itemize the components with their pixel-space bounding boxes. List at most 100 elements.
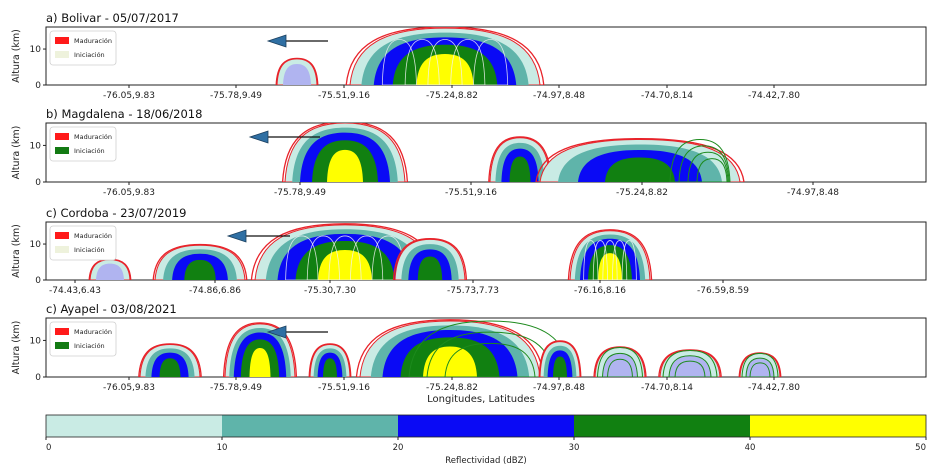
reflectivity-level — [553, 356, 567, 377]
legend: Maduración Iniciación — [49, 225, 117, 261]
x-tick-label: -75.51,9.16 — [318, 91, 370, 101]
legend-swatch — [55, 147, 69, 154]
reflectivity-level — [509, 156, 531, 182]
iniciacion-contour — [678, 145, 730, 182]
maduracion-contour — [538, 340, 582, 377]
iniciacion-contour — [583, 240, 599, 280]
colorbar-tick-label: 40 — [745, 443, 756, 453]
iniciacion-contour — [611, 240, 628, 280]
legend-label: Maduración — [74, 232, 112, 240]
colorbar-label: Reflectividad (dBZ) — [445, 456, 526, 466]
colorbar-segment — [222, 415, 398, 437]
x-tick-label: -75.24,8.82 — [426, 91, 478, 101]
arrow-left-icon — [226, 229, 247, 243]
iniciacion-contour — [381, 39, 417, 85]
legend-swatch — [55, 246, 69, 253]
x-tick-label: -75.51,9.16 — [318, 383, 370, 393]
iniciacion-contour — [450, 39, 486, 85]
colorbar-tick-label: 50 — [915, 443, 926, 453]
reflectivity-level — [605, 157, 675, 182]
x-tick-label: -74.97,8.48 — [533, 91, 585, 101]
iniciacion-contour — [404, 39, 440, 85]
y-tick-label: 10 — [30, 45, 42, 55]
maduracion-contour — [593, 346, 647, 377]
iniciacion-contour — [606, 358, 634, 377]
colorbar-segment — [398, 415, 574, 437]
colorbar-tick-label: 20 — [393, 443, 404, 453]
x-tick-label: -75.78,9.49 — [210, 91, 262, 101]
colorbar-segment — [574, 415, 750, 437]
maduracion-contour — [281, 123, 409, 182]
iniciacion-contour — [306, 235, 341, 280]
iniciacion-contour — [668, 355, 712, 377]
y-tick-label: 0 — [35, 178, 41, 188]
iniciacion-contour — [745, 357, 775, 377]
panel-title: b) Magdalena - 18/06/2018 — [46, 107, 202, 121]
y-axis-label: Altura (km) — [11, 224, 22, 278]
colorbar-tick-label: 10 — [217, 443, 228, 453]
arrow-left-icon — [248, 130, 269, 144]
reflectivity-level — [159, 358, 181, 377]
iniciacion-contour — [349, 235, 384, 280]
reflectivity-level — [184, 259, 216, 280]
panel-4: c) Ayapel - 03/08/2021 0 10 Altura (km) -76.… — [11, 302, 927, 405]
colorbar-segment — [750, 415, 926, 437]
x-tick-label: -75.78,9.49 — [274, 188, 326, 198]
iniciacion-contour — [696, 158, 728, 182]
legend-label: Iniciación — [74, 342, 105, 350]
legend: Maduración Iniciación — [49, 321, 117, 357]
panel-3: c) Cordoba - 23/07/2019 0 10 Altura (km) -74… — [11, 206, 927, 296]
x-tick-label: -75.30,7.30 — [304, 286, 356, 296]
legend-label: Maduración — [74, 133, 112, 141]
x-tick-label: -74.43,6.43 — [49, 286, 101, 296]
iniciacion-contour — [444, 342, 536, 377]
panel-title: c) Ayapel - 03/08/2021 — [46, 302, 177, 316]
colorbar-frame — [45, 414, 927, 438]
maduracion-contour — [567, 229, 653, 280]
colorbar-segment — [46, 415, 222, 437]
arrow-left-icon — [266, 325, 287, 339]
reflectivity-level — [669, 355, 711, 377]
legend-label: Iniciación — [74, 246, 105, 254]
reflectivity-level — [249, 348, 271, 377]
reflectivity-level — [602, 353, 638, 377]
iniciacion-contour — [674, 360, 706, 377]
iniciacion-contour — [596, 346, 644, 377]
x-tick-label: -76.05,9.83 — [103, 91, 155, 101]
x-axis-label: Longitudes, Latitudes — [427, 394, 535, 405]
reflectivity-level — [318, 249, 372, 280]
y-tick-label: 10 — [30, 240, 42, 250]
x-tick-label: -76.05,9.83 — [103, 383, 155, 393]
x-tick-label: -74.97,8.48 — [533, 383, 585, 393]
x-tick-label: -74.42,7.80 — [748, 91, 800, 101]
legend: Maduración Iniciación — [49, 126, 117, 162]
iniciacion-contour — [601, 352, 639, 377]
iniciacion-contour — [741, 352, 779, 377]
iniciacion-contour — [749, 362, 771, 377]
reflectivity-field — [138, 319, 782, 377]
maduracion-contour — [152, 243, 248, 280]
legend-label: Iniciación — [74, 147, 105, 155]
y-axis-label: Altura (km) — [11, 321, 22, 375]
panel-title: c) Cordoba - 23/07/2019 — [46, 206, 186, 220]
y-axis-label: Altura (km) — [11, 126, 22, 180]
legend-label: Iniciación — [74, 51, 105, 59]
iniciacion-contour — [592, 240, 609, 280]
maduracion-contour — [355, 319, 545, 377]
x-tick-label: -75.51,9.16 — [445, 188, 497, 198]
x-tick-label: -75.24,8.82 — [426, 383, 478, 393]
reflectivity-field — [275, 27, 545, 85]
x-tick-label: -76.59,8.59 — [697, 286, 749, 296]
y-tick-label: 0 — [35, 81, 41, 91]
iniciacion-contour — [285, 235, 319, 280]
iniciacion-contour — [328, 235, 362, 280]
y-tick-label: 10 — [30, 336, 42, 346]
iniciacion-contour — [621, 240, 637, 280]
reflectivity-field — [281, 123, 745, 182]
reflectivity-level — [323, 358, 337, 377]
maduracion-contour — [275, 57, 319, 85]
colorbar: 0 10 20 30 40 50 Reflectividad (dBZ) — [45, 414, 927, 466]
reflectivity-field — [88, 223, 653, 280]
iniciacion-contour — [669, 139, 731, 182]
